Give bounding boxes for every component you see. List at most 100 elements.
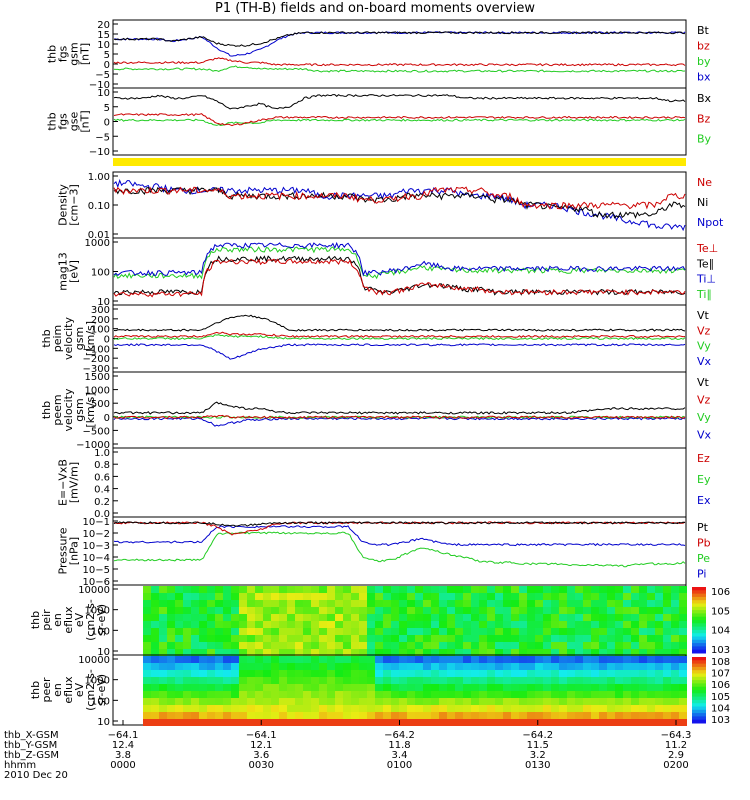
heatmap-cell [471,677,479,684]
heatmap-cell [335,621,343,628]
heatmap-cell [247,712,255,719]
heatmap-cell [167,712,175,719]
heatmap-cell [223,649,231,656]
heatmap-cell [663,712,671,719]
heatmap-cell [559,607,567,614]
heatmap-cell [263,600,271,607]
heatmap-cell [663,642,671,649]
heatmap-cell [615,656,623,663]
ylabel-p2: thb [46,112,59,130]
heatmap-cell [175,614,183,621]
heatmap-cell [359,600,367,607]
heatmap-cell [223,607,231,614]
heatmap-cell [599,719,607,726]
heatmap-cell [679,698,687,705]
heatmap-cell [351,663,359,670]
heatmap-cell [447,607,455,614]
ylabel-p10: en [51,613,64,627]
heatmap-cell [407,663,415,670]
heatmap-cell [159,698,167,705]
heatmap-cell [407,607,415,614]
ytick-label-p6: −200 [83,354,110,365]
heatmap-cell [335,705,343,712]
xaxis-value: 11.2 [665,740,687,751]
heatmap-cell [303,663,311,670]
heatmap-cell [615,586,623,593]
heatmap-cell [567,684,575,691]
heatmap-cell [591,586,599,593]
heatmap-cell [359,635,367,642]
legend-p7: Vy [697,411,711,424]
heatmap-cell [319,684,327,691]
heatmap-cell [287,614,295,621]
heatmap-cell [143,705,151,712]
heatmap-cell [583,649,591,656]
heatmap-cell [167,628,175,635]
colorbar-step [692,636,706,641]
colorbar-step [692,613,706,618]
heatmap-cell [207,712,215,719]
heatmap-cell [663,677,671,684]
heatmap-cell [215,621,223,628]
heatmap-cell [647,663,655,670]
heatmap-cell [199,684,207,691]
heatmap-cell [583,607,591,614]
heatmap-cell [343,607,351,614]
heatmap-cell [223,670,231,677]
heatmap-cell [511,691,519,698]
heatmap-cell [495,663,503,670]
heatmap-cell [367,586,375,593]
heatmap-cell [519,677,527,684]
heatmap-cell [191,600,199,607]
heatmap-cell [383,677,391,684]
heatmap-cell [559,614,567,621]
heatmap-cell [463,600,471,607]
heatmap-cell [519,719,527,726]
colorbar-step [692,719,706,724]
heatmap-cell [495,712,503,719]
heatmap-cell [479,719,487,726]
heatmap-cell [295,712,303,719]
heatmap-cell [183,712,191,719]
ytick-label-p11: 100 [91,696,110,707]
heatmap-cell [311,642,319,649]
heatmap-cell [503,593,511,600]
heatmap-cell [575,712,583,719]
heatmap-cell [335,684,343,691]
heatmap-cell [335,614,343,621]
series-p1-Bt [113,31,686,47]
colorbar-step [692,606,706,611]
heatmap-cell [231,677,239,684]
heatmap-cell [503,628,511,635]
heatmap-cell [295,593,303,600]
heatmap-cell [639,642,647,649]
heatmap-cell [679,663,687,670]
xaxis-value: 0000 [110,760,135,771]
heatmap-cell [279,691,287,698]
heatmap-cell [631,628,639,635]
heatmap-cell [431,607,439,614]
heatmap-cell [255,691,263,698]
heatmap-cell [207,677,215,684]
panel-frame-p8 [112,447,687,518]
heatmap-cell [399,712,407,719]
heatmap-cell [607,642,615,649]
heatmap-cell [519,621,527,628]
colorbar-step [692,703,706,707]
heatmap-cell [567,670,575,677]
heatmap-cell [495,698,503,705]
legend-p2: Bx [697,92,712,105]
heatmap-cell [383,628,391,635]
heatmap-cell [167,586,175,593]
heatmap-cell [471,607,479,614]
heatmap-cell [487,684,495,691]
legend-p8: Ez [697,452,710,465]
heatmap-cell [423,635,431,642]
heatmap-cell [359,719,367,726]
heatmap-cell [511,656,519,663]
heatmap-cell [551,656,559,663]
heatmap-cell [191,670,199,677]
heatmap-cell [199,649,207,656]
heatmap-cell [647,670,655,677]
heatmap-cell [471,642,479,649]
